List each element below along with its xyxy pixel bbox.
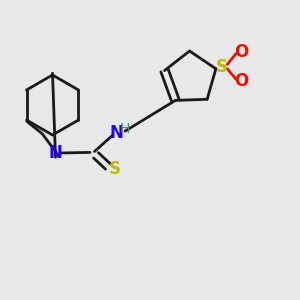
Text: S: S xyxy=(216,58,228,76)
Text: S: S xyxy=(109,160,121,178)
Text: N: N xyxy=(109,124,123,142)
Text: N: N xyxy=(49,144,62,162)
Text: O: O xyxy=(234,72,248,90)
Text: H: H xyxy=(119,122,130,136)
Text: O: O xyxy=(234,43,248,61)
